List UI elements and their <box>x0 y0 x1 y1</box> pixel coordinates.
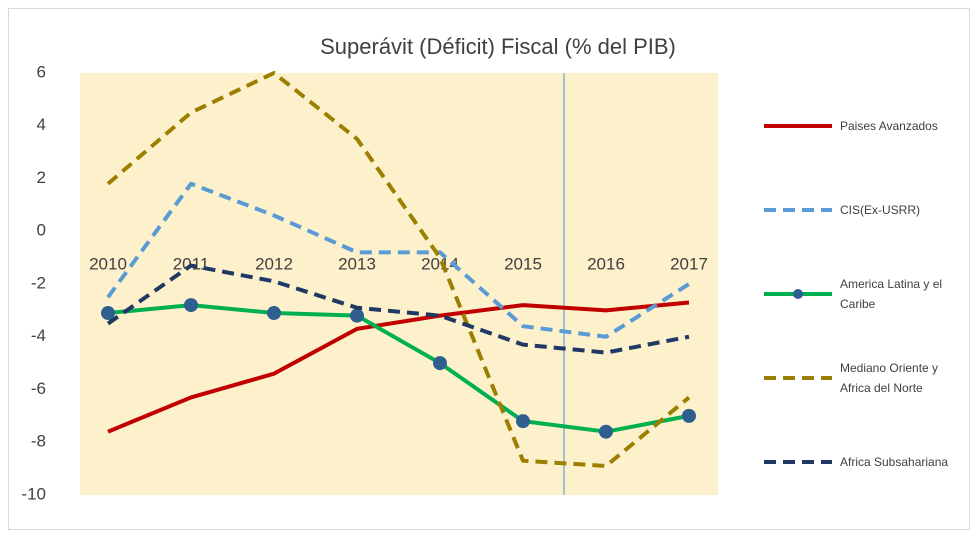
y-tick-label: 6 <box>37 62 46 81</box>
series-line <box>106 181 691 339</box>
x-tick-label: 2014 <box>421 254 459 273</box>
legend-swatch <box>764 208 832 212</box>
series-line <box>107 300 690 434</box>
x-tick-label: 2016 <box>587 254 625 273</box>
legend-swatch <box>764 376 832 380</box>
y-tick-label: 2 <box>37 168 46 187</box>
point-marker <box>433 356 447 371</box>
plot-area <box>80 73 718 495</box>
legend-swatch <box>764 124 832 128</box>
x-tick-label: 2017 <box>670 254 708 273</box>
x-tick-label: 2012 <box>255 254 293 273</box>
x-tick-label: 2015 <box>504 254 542 273</box>
legend-item: CIS(Ex-USRR) <box>762 190 967 230</box>
point-marker <box>184 298 198 313</box>
legend-item: America Latina y el Caribe <box>762 274 967 314</box>
y-tick-label: -2 <box>31 273 46 292</box>
point-marker <box>267 306 281 321</box>
point-marker <box>516 414 530 429</box>
series-line <box>106 263 690 355</box>
x-tick-label: 2010 <box>89 254 127 273</box>
series-line <box>106 71 691 468</box>
legend-item: Africa Subsahariana <box>762 442 967 482</box>
legend-swatch <box>764 289 832 299</box>
legend-item: Paises Avanzados <box>762 106 967 146</box>
legend-label: Paises Avanzados <box>840 119 938 133</box>
point-marker <box>599 424 613 439</box>
legend-marker <box>793 289 803 299</box>
y-tick-label: -6 <box>31 379 46 398</box>
y-tick-label: -8 <box>31 432 46 451</box>
legend-label: Mediano Oriente y Africa del Norte <box>840 361 939 395</box>
y-tick-label: 0 <box>37 221 46 240</box>
point-marker <box>682 408 696 423</box>
legend-label: Africa Subsahariana <box>840 455 949 469</box>
legend-label: CIS(Ex-USRR) <box>840 203 920 217</box>
legend-label: America Latina y el Caribe <box>840 277 943 311</box>
series-line <box>107 303 690 434</box>
chart-title: Superávit (Déficit) Fiscal (% del PIB) <box>320 34 676 59</box>
y-tick-label: -10 <box>21 484 46 503</box>
y-tick-label: 4 <box>37 115 46 134</box>
y-tick-label: -4 <box>31 326 46 345</box>
point-marker <box>350 308 364 323</box>
legend-swatch <box>764 460 832 464</box>
legend-item: Mediano Oriente y Africa del Norte <box>762 358 967 398</box>
point-marker <box>101 306 115 321</box>
x-tick-label: 2013 <box>338 254 376 273</box>
